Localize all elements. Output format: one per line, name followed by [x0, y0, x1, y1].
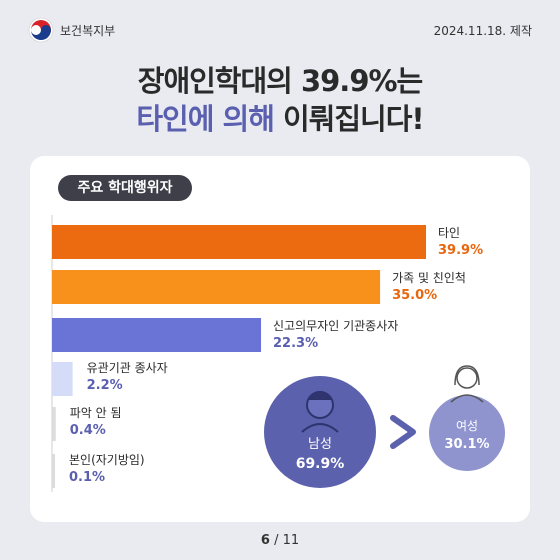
category-label-5: 본인(자기방임) — [69, 453, 145, 467]
gender-comparison: 남성 69.9% 여성 30.1% — [264, 365, 505, 488]
male-circle — [264, 376, 376, 488]
value-label-1: 35.0% — [392, 288, 437, 303]
category-label-4: 파악 안 됨 — [70, 406, 122, 420]
government-logo-icon — [28, 17, 54, 43]
total-pages: / 11 — [274, 533, 300, 548]
headline-rest: 이뤄집니다! — [273, 102, 425, 136]
bar-2 — [52, 318, 262, 352]
current-page: 6 — [260, 533, 270, 548]
value-label-5: 0.1% — [69, 470, 105, 485]
category-label-2: 신고의무자인 기관종사자 — [273, 319, 398, 333]
value-label-0: 39.9% — [438, 243, 483, 258]
bar-3 — [52, 362, 73, 396]
male-value: 69.9% — [296, 456, 345, 472]
value-label-2: 22.3% — [273, 336, 318, 351]
man-icon — [301, 391, 339, 433]
woman-icon — [450, 365, 484, 403]
headline-line-2: 타인에 의해 이뤄집니다! — [0, 96, 560, 138]
value-label-3: 2.2% — [87, 378, 123, 393]
bar-0 — [52, 225, 426, 259]
header: 보건복지부 2024.11.18. 제작 — [0, 0, 560, 60]
headline-line-1: 장애인학대의 39.9%는 — [137, 64, 423, 98]
male-label: 남성 — [308, 437, 332, 452]
bar-5 — [52, 454, 55, 488]
bar-4 — [52, 407, 56, 441]
chart-label-pill: 주요 학대행위자 — [58, 175, 192, 201]
female-circle — [429, 395, 505, 471]
headline-highlight: 타인에 의해 — [136, 102, 274, 136]
category-label-1: 가족 및 친인척 — [392, 271, 466, 285]
female-label: 여성 — [456, 419, 478, 433]
category-label-0: 타인 — [438, 226, 460, 240]
value-label-4: 0.4% — [70, 423, 106, 438]
page-indicator: 6 / 11 — [0, 533, 560, 548]
creation-date: 2024.11.18. 제작 — [433, 24, 532, 38]
category-label-3: 유관기관 종사자 — [87, 361, 168, 375]
org-name: 보건복지부 — [60, 24, 116, 38]
female-value: 30.1% — [444, 437, 489, 452]
bar-1 — [52, 270, 381, 304]
chevron-right-icon — [390, 415, 416, 449]
